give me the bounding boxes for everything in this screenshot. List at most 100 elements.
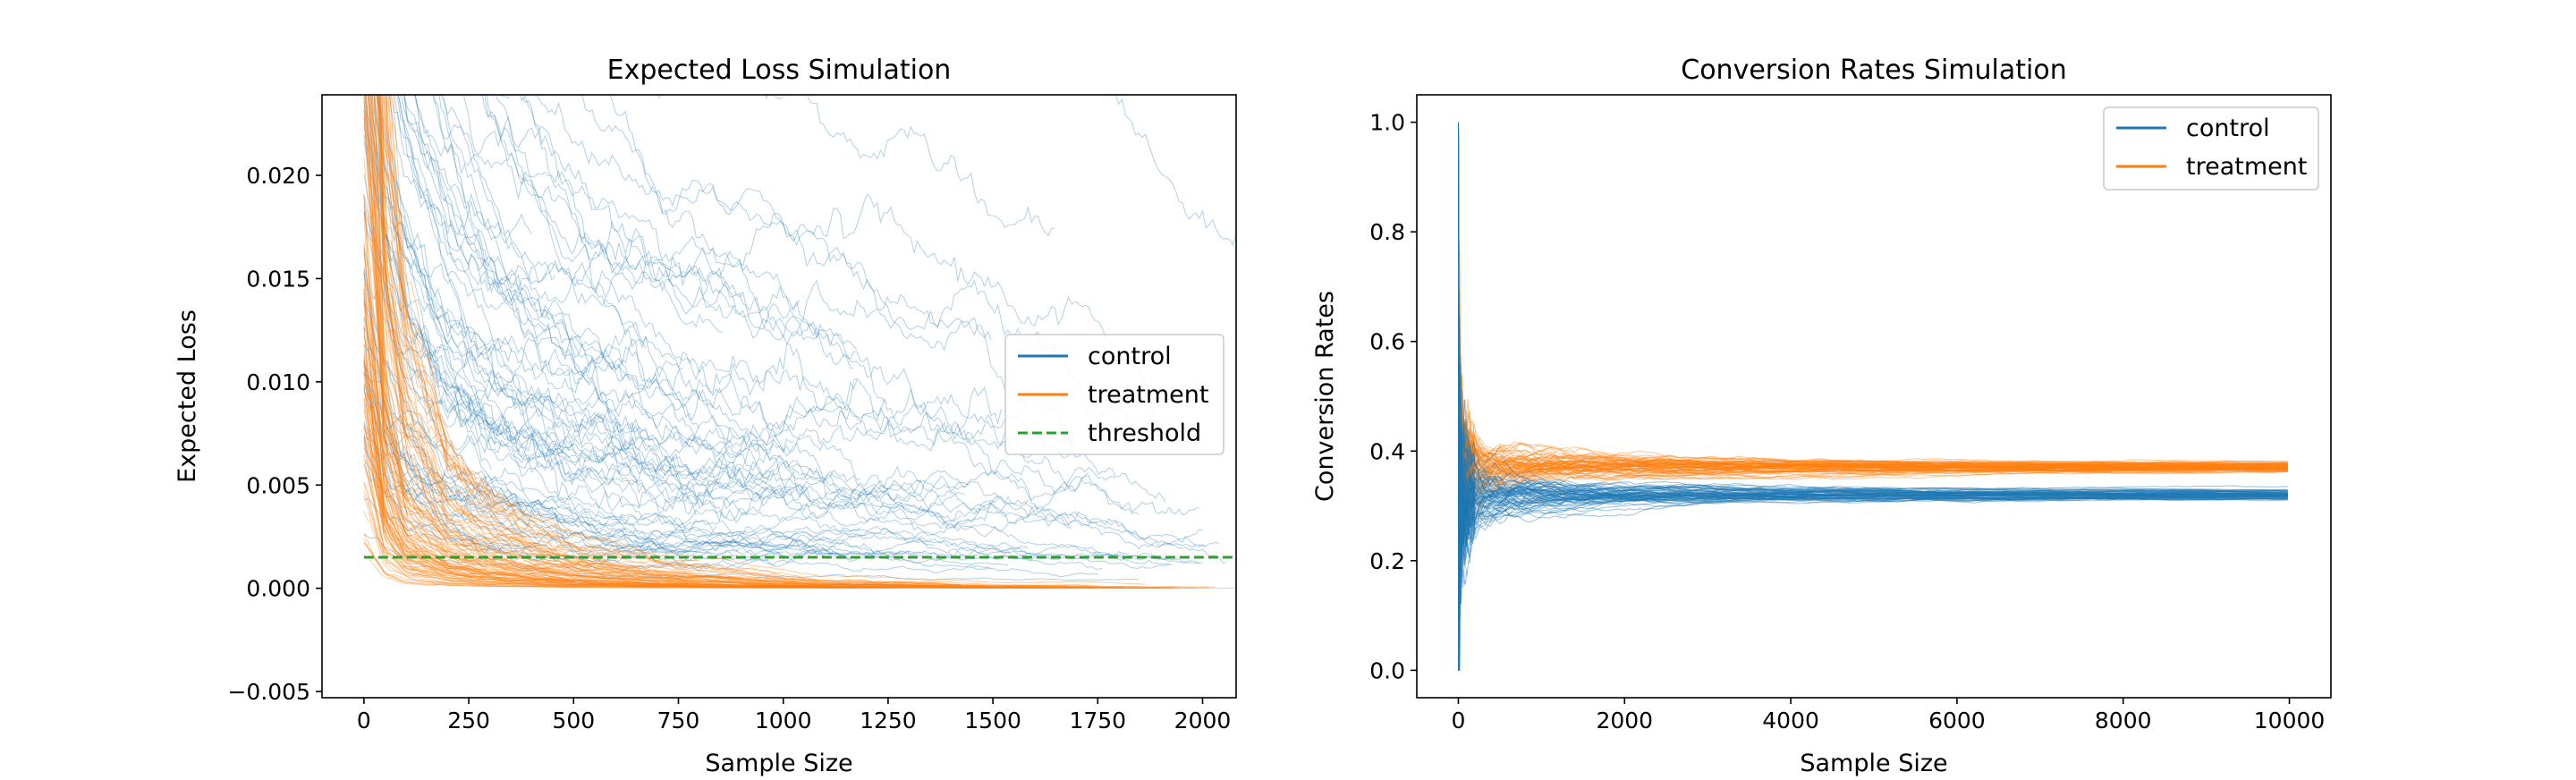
treatment-simulation-line (363, 326, 683, 584)
control-simulation-line (377, 95, 733, 447)
expected-loss-title: Expected Loss Simulation (607, 55, 952, 86)
treatment-rate-line (1458, 420, 2288, 671)
control-rate-line (1458, 365, 2288, 671)
treatment-simulation-line (363, 325, 801, 588)
control-rate-line (1458, 122, 2288, 547)
treatment-rate-line (1458, 417, 2288, 671)
treatment-rate-line (1458, 122, 2288, 479)
control-rate-line (1458, 122, 2288, 549)
treatment-simulation-line (379, 95, 743, 582)
treatment-simulation-line (371, 95, 1052, 588)
control-rate-line (1458, 122, 2288, 496)
control-simulation-line (807, 95, 1055, 236)
control-simulation-line (363, 270, 717, 532)
control-simulation-line (413, 95, 503, 239)
treatment-simulation-line (363, 242, 488, 571)
treatment-simulation-line (368, 95, 555, 571)
control-simulation-line (495, 95, 737, 315)
control-simulation-line (438, 95, 532, 244)
treatment-simulation-line (363, 424, 847, 589)
conversion-rates-y-ticks: 0.0 0.2 0.4 0.6 0.8 1.0 (1369, 110, 1417, 683)
control-simulation-line (363, 212, 965, 513)
control-rate-line (1458, 428, 2288, 671)
control-simulation-line (363, 247, 861, 534)
control-simulation-line (396, 95, 767, 522)
treatment-simulation-line (363, 538, 894, 589)
chart1-y-tick-label: 1.0 (1369, 110, 1405, 136)
expected-loss-axes-frame (321, 94, 1237, 699)
treatment-simulation-line (363, 354, 767, 587)
treatment-simulation-line (365, 95, 699, 581)
control-rate-line (1458, 488, 2288, 671)
control-simulation-line (363, 459, 519, 554)
expected-loss-legend: control treatment threshold (1004, 334, 1224, 455)
treatment-simulation-line (363, 554, 438, 586)
treatment-rate-line (1458, 341, 2288, 671)
treatment-simulation-line (363, 463, 482, 583)
control-simulation-line (398, 95, 700, 429)
control-simulation-line (402, 95, 683, 392)
control-simulation-line (376, 95, 513, 363)
control-simulation-line (364, 0, 606, 47)
treatment-rate-line (1458, 461, 2288, 671)
treatment-simulation-line (363, 510, 663, 588)
control-rate-line (1458, 122, 2288, 530)
chart1-x-tick-label: 0 (1452, 708, 1466, 733)
control-simulation-line (363, 102, 774, 484)
treatment-simulation-line (363, 350, 690, 586)
treatment-simulation-line (386, 95, 891, 583)
treatment-rate-line (1458, 122, 2288, 561)
control-simulation-line (481, 95, 1002, 441)
treatment-rate-line (1458, 435, 2288, 671)
treatment-simulation-line (379, 95, 733, 579)
chart1-y-tick-label: 0.8 (1369, 219, 1405, 245)
treatment-simulation-line (363, 195, 1180, 589)
treatment-simulation-line (363, 398, 881, 589)
control-simulation-line (363, 343, 1029, 554)
treatment-rate-line (1458, 434, 2288, 671)
treatment-simulation-line (374, 95, 992, 587)
treatment-rate-line (1458, 446, 2288, 671)
control-rate-line (1458, 122, 2288, 547)
control-simulation-line (363, 273, 580, 529)
treatment-simulation-line (363, 409, 445, 577)
chart1-y-tick-label: 0.0 (1369, 657, 1405, 683)
control-simulation-line (581, 95, 1157, 416)
treatment-simulation-line (363, 356, 1059, 589)
treatment-simulation-line (380, 95, 741, 573)
control-rate-line (1458, 472, 2288, 671)
control-rate-line (1458, 485, 2288, 671)
chart0-y-tick-label: 0.000 (246, 576, 310, 602)
control-rate-line (1458, 459, 2288, 671)
control-simulation-line (363, 134, 1226, 564)
control-rate-line (1458, 488, 2288, 671)
treatment-rate-line (1458, 122, 2288, 467)
chart0-x-tick-label: 2000 (1174, 708, 1232, 733)
control-simulation-line (363, 194, 576, 459)
treatment-simulation-line (373, 95, 1176, 588)
control-simulation-line (521, 95, 854, 369)
control-rate-line (1458, 417, 2288, 671)
control-simulation-line (363, 439, 992, 573)
chart0-x-tick-label: 0 (357, 708, 371, 733)
treatment-rate-line (1458, 122, 2288, 514)
treatment-simulation-line (363, 343, 1140, 589)
control-simulation-line (363, 301, 935, 549)
control-rate-line (1458, 463, 2288, 671)
conversion-rates-x-ticks: 0 2000 4000 6000 8000 10000 (1452, 698, 2325, 733)
chart0-x-tick-label: 1250 (860, 708, 917, 733)
control-simulation-line (373, 95, 787, 524)
control-rate-line (1458, 122, 2288, 561)
control-rate-line (1458, 122, 2288, 574)
control-rate-line (1458, 122, 2288, 528)
legend-frame (1004, 334, 1224, 455)
control-rate-line (1458, 365, 2288, 671)
control-simulation-line (363, 534, 1140, 581)
treatment-simulation-line (383, 95, 962, 585)
control-rate-line (1458, 426, 2288, 671)
chart0-y-tick-label: 0.010 (246, 369, 310, 395)
control-simulation-line (374, 95, 969, 511)
treatment-simulation-line (363, 541, 1173, 589)
treatment-rate-line (1458, 122, 2288, 478)
control-rate-line (1458, 495, 2288, 671)
